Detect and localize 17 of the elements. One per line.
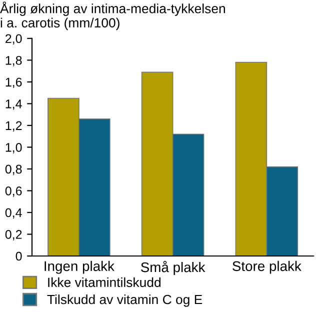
x-tick-label: Små plakk [141,260,206,275]
y-tick-label: 0,6 [5,186,22,197]
x-tick-label: Store plakk [232,260,302,274]
chart-title: Årlig økning av intima-media-tykkelsen i a. carotis (mm/100) [0,2,225,30]
y-tick-label: 0,2 [5,230,22,240]
y-tick-label: 0,4 [5,208,22,219]
legend-label: Ikke vitamintilskudd [48,277,160,288]
y-tick-label: 1,8 [6,56,22,66]
y-tick-label: 0 [16,252,22,261]
y-tick-label: 2,0 [6,34,22,45]
y-tick-label: 1,4 [6,100,22,110]
legend-label: Tilskudd av vitamin C og E [47,294,202,307]
y-tick-label: 0,8 [5,164,22,176]
y-tick-label: 1,2 [6,121,22,132]
y-tick-label: 1,6 [6,78,22,88]
y-tick-label: 1,0 [6,143,22,154]
x-tick-label: Ingen plakk [44,260,114,274]
